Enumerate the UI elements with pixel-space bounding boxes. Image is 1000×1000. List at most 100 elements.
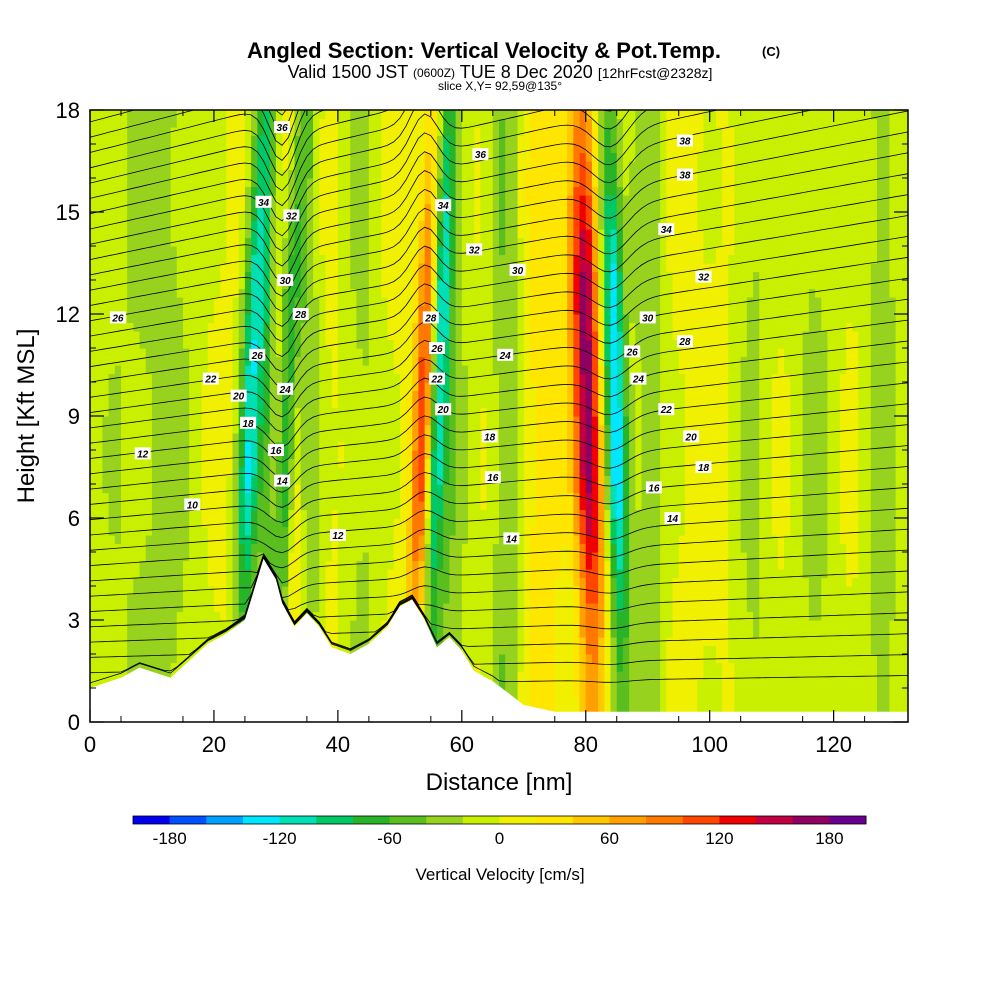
velocity-cell [294,161,302,171]
velocity-cell [306,424,314,434]
velocity-cell [158,229,165,239]
velocity-cell [96,195,103,205]
velocity-cell [139,399,147,409]
velocity-cell [170,118,178,128]
velocity-cell [263,263,271,273]
velocity-cell [207,450,215,460]
velocity-cell [492,305,500,315]
velocity-cell [492,450,500,460]
velocity-cell [486,297,494,307]
velocity-cell [412,399,420,409]
velocity-cell [238,169,246,179]
velocity-cell [114,569,122,579]
velocity-cell [269,382,277,392]
velocity-cell [430,288,438,298]
velocity-cell [120,594,128,604]
velocity-cell [102,611,110,621]
velocity-cell [189,637,196,647]
velocity-cell [164,195,172,205]
velocity-cell [319,178,327,188]
velocity-cell [164,169,172,179]
velocity-cell [344,348,351,358]
velocity-cell [480,365,488,375]
velocity-cell [387,569,395,579]
velocity-cell [139,501,147,511]
velocity-cell [288,433,296,443]
velocity-cell [176,484,184,494]
velocity-cell [120,212,128,222]
velocity-cell [151,127,159,137]
velocity-cell [257,492,265,502]
velocity-cell [356,475,364,485]
velocity-cell [430,127,438,137]
velocity-cell [499,628,506,638]
velocity-cell [108,203,116,213]
velocity-cell [282,518,289,528]
velocity-cell [468,441,475,451]
velocity-cell [151,382,159,392]
velocity-cell [288,322,296,332]
velocity-cell [238,458,246,468]
velocity-cell [251,475,258,485]
velocity-cell [443,484,451,494]
velocity-cell [449,492,457,502]
velocity-cell [232,416,240,426]
velocity-cell [418,339,426,349]
velocity-cell [182,399,190,409]
velocity-cell [151,628,159,638]
velocity-cell [145,144,153,154]
velocity-cell [437,594,444,604]
velocity-cell [449,203,457,213]
velocity-cell [207,382,215,392]
velocity-cell [127,237,134,247]
velocity-cell [486,645,494,655]
velocity-cell [96,110,103,120]
velocity-cell [139,603,147,613]
velocity-cell [387,331,395,341]
velocity-cell [232,271,240,281]
velocity-cell [158,441,165,451]
velocity-cell [158,365,165,375]
subtitle-fcst: [12hrFcst@2328z] [598,65,713,81]
velocity-cell [468,560,475,570]
velocity-cell [480,399,488,409]
velocity-cell [319,220,327,230]
velocity-cell [182,305,190,315]
velocity-cell [393,212,401,222]
velocity-cell [455,322,463,332]
velocity-cell [269,348,277,358]
velocity-cell [288,577,296,587]
velocity-cell [437,484,444,494]
velocity-cell [90,152,97,162]
velocity-cell [331,382,339,392]
velocity-cell [375,518,382,528]
velocity-cell [387,356,395,366]
velocity-cell [319,518,327,528]
velocity-cell [517,552,525,562]
velocity-cell [368,458,376,468]
velocity-cell [164,152,172,162]
velocity-cell [288,518,296,528]
velocity-cell [449,348,457,358]
velocity-cell [108,416,116,426]
velocity-cell [127,118,134,128]
velocity-cell [226,297,234,307]
velocity-cell [189,288,196,298]
velocity-cell [424,246,432,256]
velocity-cell [331,331,339,341]
velocity-cell [164,314,172,324]
velocity-cell [133,127,141,137]
velocity-cell [102,492,110,502]
velocity-cell [511,577,519,587]
velocity-cell [356,407,364,417]
velocity-cell [269,186,277,196]
velocity-cell [158,212,165,222]
velocity-cell [220,322,227,332]
velocity-cell [238,144,246,154]
velocity-cell [220,271,227,281]
velocity-cell [275,543,283,553]
velocity-cell [176,433,184,443]
velocity-cell [269,263,277,273]
velocity-cell [251,450,258,460]
